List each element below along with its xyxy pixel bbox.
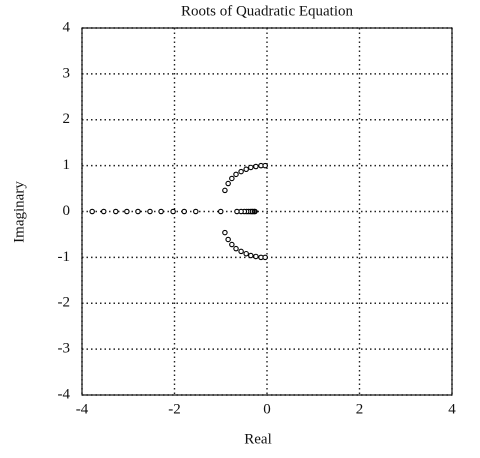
- point: [233, 171, 239, 178]
- point: [253, 253, 259, 260]
- point: [225, 236, 231, 243]
- point: [243, 166, 249, 173]
- chart-title: Roots of Quadratic Equation: [181, 3, 354, 19]
- y-tick-label: -4: [58, 386, 71, 402]
- point: [181, 208, 187, 215]
- point: [234, 208, 240, 215]
- y-tick-label: 4: [63, 19, 71, 35]
- point: [158, 208, 164, 215]
- point: [170, 208, 176, 215]
- x-axis-label: Real: [244, 431, 272, 447]
- x-tick-label: 2: [356, 401, 364, 417]
- point: [233, 245, 239, 252]
- y-tick-label: 2: [63, 111, 71, 127]
- point: [248, 252, 254, 259]
- point: [229, 175, 235, 182]
- y-axis-label: Imaginary: [11, 181, 27, 243]
- point: [243, 250, 249, 257]
- point: [124, 208, 130, 215]
- point: [225, 180, 231, 187]
- x-tick-label: 4: [448, 401, 456, 417]
- point: [248, 164, 254, 171]
- y-tick-label: 1: [63, 157, 71, 173]
- point: [238, 168, 244, 175]
- point: [262, 162, 268, 169]
- point: [262, 254, 268, 261]
- point: [135, 208, 141, 215]
- y-tick-label: -1: [58, 249, 71, 265]
- point: [222, 229, 228, 236]
- point: [89, 208, 95, 215]
- point: [229, 241, 235, 248]
- point: [218, 208, 224, 215]
- point: [100, 208, 107, 215]
- point: [253, 163, 259, 170]
- y-tick-label: -3: [58, 341, 71, 357]
- y-tick-label: -2: [58, 295, 71, 311]
- plot-frame: [81, 27, 453, 396]
- point: [147, 208, 153, 215]
- y-tick-label: 3: [63, 65, 71, 81]
- x-tick-label: -2: [168, 401, 181, 417]
- point: [222, 187, 228, 194]
- y-tick-label: 0: [63, 203, 71, 219]
- x-tick-label: -4: [76, 401, 89, 417]
- point: [193, 208, 199, 215]
- point: [113, 208, 119, 215]
- x-tick-label: 0: [263, 401, 271, 417]
- point: [238, 248, 244, 255]
